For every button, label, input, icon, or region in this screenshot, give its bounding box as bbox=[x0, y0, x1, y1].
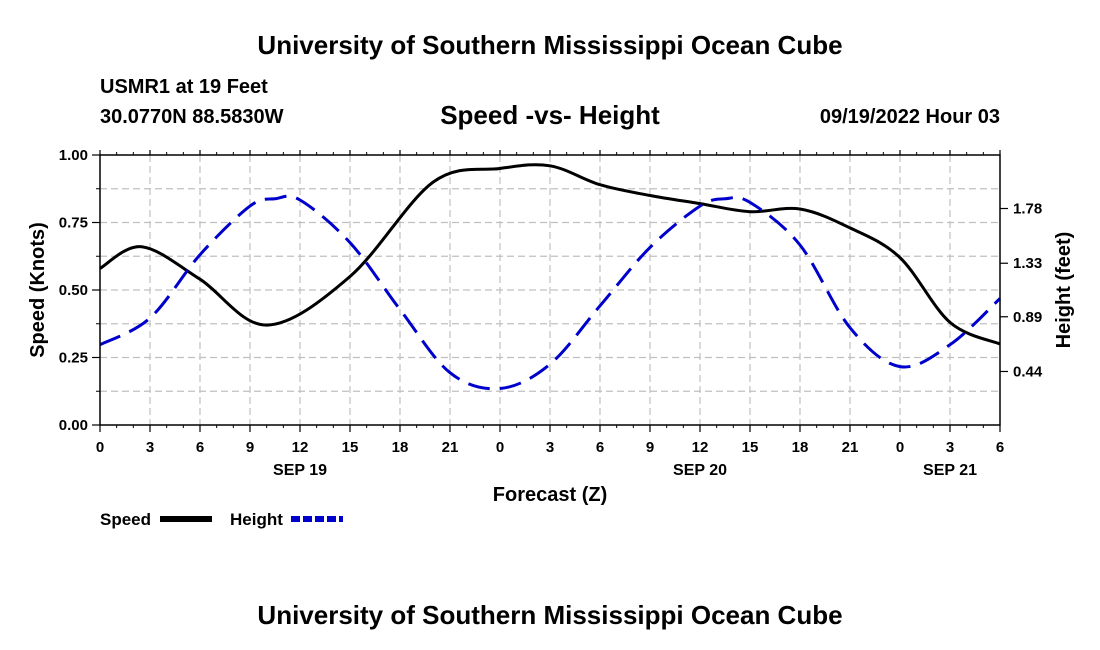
axis-labels-layer: Forecast (Z) Speed (Knots) Height (feet)… bbox=[27, 147, 1075, 506]
x-tick-label: 3 bbox=[946, 439, 954, 456]
grid-lines bbox=[100, 155, 1000, 425]
x-tick-label: 15 bbox=[742, 439, 759, 456]
x-tick-label: 21 bbox=[442, 439, 459, 456]
x-tick-label: 18 bbox=[392, 439, 409, 456]
date-label: SEP 20 bbox=[673, 462, 727, 479]
x-tick-label: 3 bbox=[546, 439, 554, 456]
x-tick-label: 12 bbox=[692, 439, 709, 456]
coordinates-label: 30.0770N 88.5830W bbox=[100, 106, 284, 128]
y2-axis-label: Height (feet) bbox=[1053, 232, 1075, 349]
chart-subtitle: Speed -vs- Height bbox=[440, 100, 660, 130]
footer-title: University of Southern Mississippi Ocean… bbox=[257, 600, 843, 630]
x-tick-label: 6 bbox=[196, 439, 204, 456]
x-tick-label: 15 bbox=[342, 439, 359, 456]
x-tick-label: 0 bbox=[96, 439, 104, 456]
y-tick-label: 1.00 bbox=[59, 147, 88, 164]
x-tick-label: 21 bbox=[842, 439, 859, 456]
legend-label-height: Height bbox=[230, 510, 283, 529]
y-axis-label: Speed (Knots) bbox=[27, 222, 49, 358]
datetime-label: 09/19/2022 Hour 03 bbox=[819, 106, 1000, 128]
x-tick-label: 18 bbox=[792, 439, 809, 456]
y-tick-label: 0.50 bbox=[59, 282, 88, 299]
x-tick-label: 6 bbox=[996, 439, 1004, 456]
legend: Speed Height bbox=[100, 510, 343, 529]
y-tick-label: 0.75 bbox=[59, 215, 88, 232]
x-axis-label: Forecast (Z) bbox=[493, 484, 607, 506]
series-line-speed bbox=[99, 163, 1001, 346]
x-tick-label: 0 bbox=[496, 439, 504, 456]
date-label: SEP 19 bbox=[273, 462, 327, 479]
x-tick-label: 6 bbox=[596, 439, 604, 456]
x-tick-label: 12 bbox=[292, 439, 309, 456]
x-tick-label: 3 bbox=[146, 439, 154, 456]
y2-tick-label: 1.78 bbox=[1013, 201, 1042, 218]
y2-tick-label: 0.44 bbox=[1013, 363, 1043, 380]
plot-frame bbox=[99, 154, 1001, 426]
y-tick-label: 0.00 bbox=[59, 417, 88, 434]
date-label: SEP 21 bbox=[923, 462, 977, 479]
y-tick-label: 0.25 bbox=[59, 350, 88, 367]
series-line-height bbox=[99, 194, 1002, 391]
x-tick-label: 9 bbox=[646, 439, 654, 456]
x-tick-label: 9 bbox=[246, 439, 254, 456]
legend-label-speed: Speed bbox=[100, 510, 151, 529]
y2-tick-label: 0.89 bbox=[1013, 309, 1042, 326]
chart-title: University of Southern Mississippi Ocean… bbox=[257, 30, 843, 60]
series-layer bbox=[99, 163, 1002, 391]
station-label: USMR1 at 19 Feet bbox=[100, 76, 268, 98]
x-tick-label: 0 bbox=[896, 439, 904, 456]
y2-tick-label: 1.33 bbox=[1013, 255, 1042, 272]
